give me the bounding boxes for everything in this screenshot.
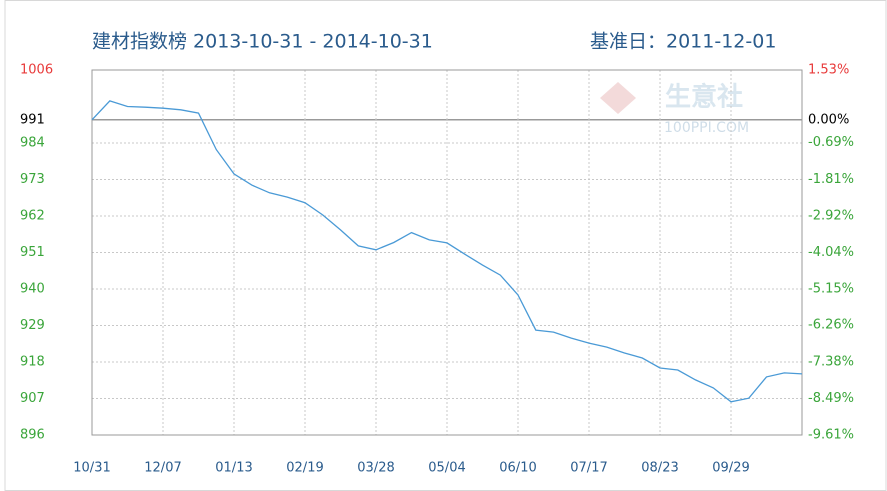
x-tick-label: 09/29 xyxy=(712,461,749,476)
y-tick-label: 896 xyxy=(20,428,45,443)
y2-tick-label: -2.92% xyxy=(808,208,854,223)
x-tick-label: 02/19 xyxy=(286,461,323,476)
watermark: 生意社 xyxy=(665,82,743,113)
y2-tick-label: -7.38% xyxy=(808,354,854,369)
x-tick-label: 10/31 xyxy=(73,461,110,476)
y-tick-label: 940 xyxy=(20,282,45,297)
plot-border xyxy=(91,69,803,436)
y-tick-label: 907 xyxy=(20,391,45,406)
frame xyxy=(4,0,887,491)
y2-tick-label: 0.00% xyxy=(808,113,849,128)
y2-tick-label: -1.81% xyxy=(808,172,854,187)
y-tick-label: 929 xyxy=(20,318,45,333)
y2-tick-label: -4.04% xyxy=(808,245,854,260)
x-tick-label: 12/07 xyxy=(144,461,181,476)
y-tick-label: 951 xyxy=(20,245,45,260)
x-tick-label: 01/13 xyxy=(215,461,252,476)
y-tick-label: 918 xyxy=(20,355,45,370)
line xyxy=(91,100,803,403)
y-tick-label: 973 xyxy=(20,172,45,187)
y2-tick-label: -5.15% xyxy=(808,281,854,296)
y2-tick-label: -6.26% xyxy=(808,318,854,333)
chart-title: 建材指数榜 2013-10-31 - 2014-10-31 xyxy=(92,31,433,53)
y-tick-label: 962 xyxy=(20,209,45,224)
x-tick-label: 03/28 xyxy=(357,461,394,476)
y2-tick-label: 1.53% xyxy=(808,63,849,78)
x-tick-label: 08/23 xyxy=(641,461,678,476)
y-tick-label: 991 xyxy=(20,112,45,127)
chart-subtitle: 基准日：2011-12-01 xyxy=(590,31,776,53)
y-tick-label: 1006 xyxy=(20,63,53,78)
x-tick-label: 07/17 xyxy=(570,461,607,476)
y2-tick-label: -9.61% xyxy=(808,428,854,443)
y2-tick-label: -0.69% xyxy=(808,135,854,150)
y-tick-label: 984 xyxy=(20,136,45,151)
x-tick-label: 06/10 xyxy=(499,461,536,476)
x-tick-label: 05/04 xyxy=(428,461,465,476)
watermark: 100PPI.COM xyxy=(664,120,749,136)
y2-tick-label: -8.49% xyxy=(808,391,854,406)
watermark-logo xyxy=(600,82,636,114)
